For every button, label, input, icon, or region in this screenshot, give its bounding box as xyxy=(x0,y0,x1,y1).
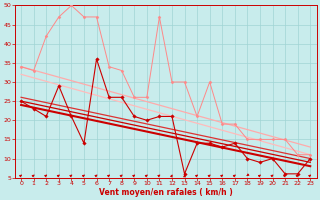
X-axis label: Vent moyen/en rafales ( km/h ): Vent moyen/en rafales ( km/h ) xyxy=(99,188,233,197)
